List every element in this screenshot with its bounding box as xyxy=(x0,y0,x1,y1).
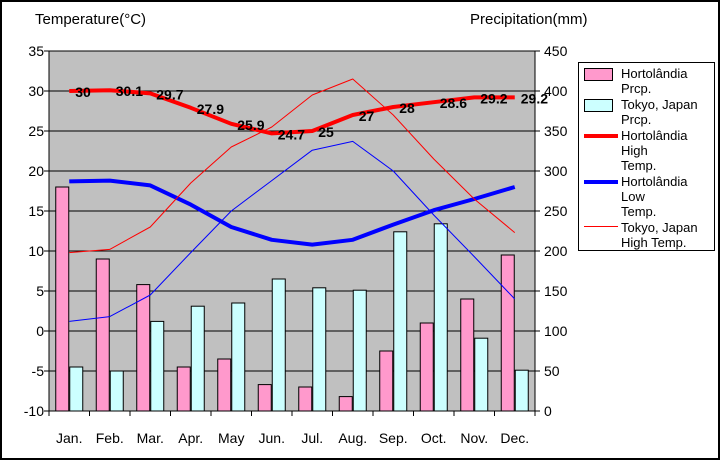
precip-bar-hortolandia xyxy=(176,366,191,412)
legend-line-swatch xyxy=(584,180,618,184)
precip-tick-label: 250 xyxy=(544,203,568,219)
legend-bar-swatch xyxy=(584,99,613,112)
data-label: 30 xyxy=(75,84,91,100)
data-label: 25.9 xyxy=(237,117,264,133)
data-label: 27.9 xyxy=(197,101,224,117)
precip-tick-label: 50 xyxy=(544,363,560,379)
legend-swatch xyxy=(584,128,621,138)
temp-tick-label: 20 xyxy=(28,163,44,179)
temp-tick-label: 10 xyxy=(28,243,44,259)
precip-tick-label: 0 xyxy=(544,403,552,419)
month-label: Aug. xyxy=(338,430,367,446)
precip-bar-tokyo xyxy=(109,370,124,412)
data-label: 27 xyxy=(359,108,375,124)
legend-item-label: Hortolândia High Temp. xyxy=(621,128,688,173)
legend-swatch xyxy=(584,174,621,184)
legend-item-label: Tokyo, Japan Prcp. xyxy=(621,97,698,127)
month-label: Jun. xyxy=(259,430,285,446)
legend-item: Tokyo, Japan High Temp. xyxy=(584,220,714,250)
month-label: Mar. xyxy=(137,430,164,446)
precip-tick-label: 400 xyxy=(544,83,568,99)
precip-bar-tokyo xyxy=(150,320,165,412)
month-label: Sep. xyxy=(379,430,408,446)
precip-bar-tokyo xyxy=(312,287,327,412)
precip-bar-hortolandia xyxy=(95,258,110,412)
legend-item: Tokyo, Japan Prcp. xyxy=(584,97,714,127)
legend-swatch xyxy=(584,66,621,81)
precip-bar-hortolandia xyxy=(419,322,434,412)
temp-line-tokyo-japan-low-temp- xyxy=(69,140,516,322)
temp-line-hortol-ndia-low-temp- xyxy=(69,178,516,247)
legend-item-label: Hortolândia Low Temp. xyxy=(621,174,688,219)
legend-item: Hortolândia Low Temp. xyxy=(584,174,714,219)
legend: Hortolândia Prcp. Tokyo, Japan Prcp. Horto… xyxy=(578,62,715,251)
month-label: May xyxy=(218,430,244,446)
temp-tick-label: 30 xyxy=(28,83,44,99)
temp-tick-label: -5 xyxy=(32,363,45,379)
precip-bar-tokyo xyxy=(231,302,246,412)
temp-tick-label: 35 xyxy=(28,43,44,59)
month-label: Jul. xyxy=(301,430,323,446)
precip-tick-label: 350 xyxy=(544,123,568,139)
temp-tick-label: 25 xyxy=(28,123,44,139)
data-label: 28 xyxy=(399,100,415,116)
precip-bar-tokyo xyxy=(393,231,408,412)
month-label: Dec. xyxy=(500,430,529,446)
legend-item: Hortolândia Prcp. xyxy=(584,66,714,96)
precip-bar-hortolandia xyxy=(338,396,353,412)
precip-tick-label: 100 xyxy=(544,323,568,339)
data-label: 28.6 xyxy=(440,95,467,111)
precip-bar-tokyo xyxy=(271,278,286,412)
precip-bar-tokyo xyxy=(190,305,205,412)
temp-tick-label: 15 xyxy=(28,203,44,219)
precip-tick-label: 450 xyxy=(544,43,568,59)
data-label: 24.7 xyxy=(278,126,305,142)
month-label: Jan. xyxy=(56,430,82,446)
temp-tick-label: -10 xyxy=(24,403,44,419)
month-label: Feb. xyxy=(96,430,124,446)
precip-bar-tokyo xyxy=(474,337,489,412)
data-label: 29.2 xyxy=(521,90,548,106)
precip-bar-hortolandia xyxy=(217,358,232,412)
temp-tick-label: 5 xyxy=(36,283,44,299)
precip-bar-hortolandia xyxy=(500,254,515,412)
temp-tick-label: 0 xyxy=(36,323,44,339)
data-label: 25 xyxy=(318,124,334,140)
legend-line-swatch xyxy=(584,226,618,227)
data-label: 29.2 xyxy=(480,90,507,106)
precip-bar-hortolandia xyxy=(55,186,70,412)
legend-item-label: Hortolândia Prcp. xyxy=(621,66,688,96)
temp-line-hortol-ndia-high-temp- xyxy=(69,88,515,136)
month-label: Apr. xyxy=(178,430,203,446)
precip-bar-tokyo xyxy=(433,223,448,412)
month-label: Oct. xyxy=(421,430,447,446)
legend-line-swatch xyxy=(584,134,618,138)
legend-swatch xyxy=(584,220,621,227)
legend-swatch xyxy=(584,97,621,112)
data-label: 29.7 xyxy=(156,86,183,102)
legend-item-label: Tokyo, Japan High Temp. xyxy=(621,220,698,250)
data-label: 30.1 xyxy=(116,83,143,99)
precip-bar-hortolandia xyxy=(136,284,151,412)
legend-bar-swatch xyxy=(584,68,613,81)
precip-bar-tokyo xyxy=(69,366,84,412)
precipitation-axis-title: Precipitation(mm) xyxy=(470,11,588,28)
legend-item: Hortolândia High Temp. xyxy=(584,128,714,173)
precip-bar-tokyo xyxy=(352,289,367,412)
precip-tick-label: 200 xyxy=(544,243,568,259)
precip-bar-hortolandia xyxy=(298,386,313,412)
temperature-axis-title: Temperature(°C) xyxy=(35,11,147,28)
precip-bar-hortolandia xyxy=(379,350,394,412)
temp-line-tokyo-japan-high-temp- xyxy=(69,78,516,254)
month-label: Nov. xyxy=(460,430,488,446)
precip-bar-hortolandia xyxy=(460,298,475,412)
precip-tick-label: 300 xyxy=(544,163,568,179)
precip-bar-tokyo xyxy=(514,369,529,412)
precip-tick-label: 150 xyxy=(544,283,568,299)
precip-bar-hortolandia xyxy=(257,384,272,412)
